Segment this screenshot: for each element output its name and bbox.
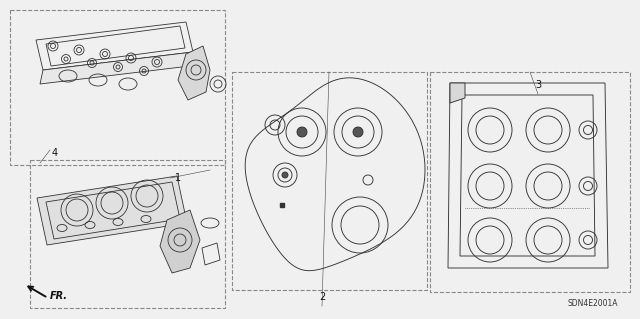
Polygon shape xyxy=(40,52,193,84)
Text: FR.: FR. xyxy=(50,291,68,301)
Text: SDN4E2001A: SDN4E2001A xyxy=(568,299,618,308)
Text: 3: 3 xyxy=(535,80,541,90)
Polygon shape xyxy=(160,210,200,273)
Polygon shape xyxy=(37,176,187,245)
Text: 1: 1 xyxy=(175,173,181,183)
Text: 4: 4 xyxy=(52,148,58,158)
Circle shape xyxy=(282,172,288,178)
Bar xyxy=(10,10,225,165)
Bar xyxy=(232,72,427,290)
Bar xyxy=(30,160,225,308)
Text: 2: 2 xyxy=(319,292,325,302)
Bar xyxy=(430,72,630,292)
Circle shape xyxy=(353,127,363,137)
Circle shape xyxy=(297,127,307,137)
Polygon shape xyxy=(178,46,210,100)
Polygon shape xyxy=(450,83,465,103)
